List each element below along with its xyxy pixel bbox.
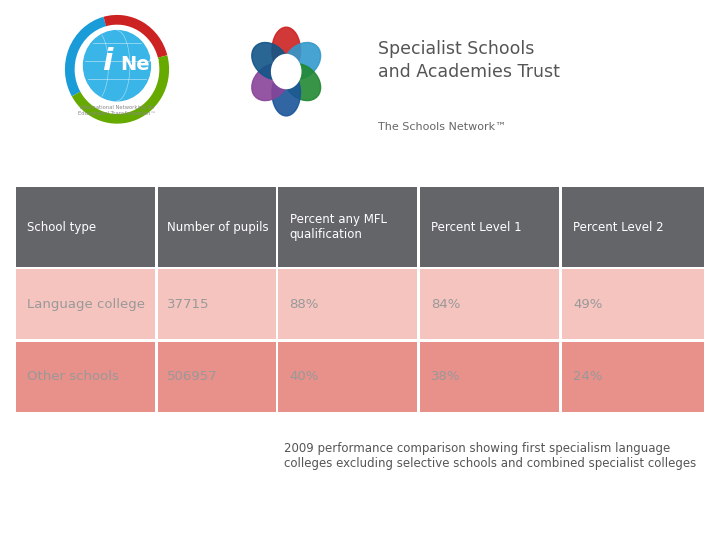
Text: International Networking for
Educational Transformation™: International Networking for Educational… <box>78 105 156 116</box>
Bar <box>562 187 704 267</box>
Text: Percent Level 1: Percent Level 1 <box>431 221 522 234</box>
Bar <box>158 187 276 267</box>
Bar <box>562 342 704 412</box>
Text: 24%: 24% <box>573 370 603 383</box>
Text: 506957: 506957 <box>167 370 217 383</box>
Text: Number of pupils: Number of pupils <box>167 221 269 234</box>
Circle shape <box>84 31 150 101</box>
Text: 84%: 84% <box>431 298 461 310</box>
Text: Percent Level 2: Percent Level 2 <box>573 221 664 234</box>
Bar <box>158 342 276 412</box>
Text: 38%: 38% <box>431 370 461 383</box>
Text: School type: School type <box>27 221 96 234</box>
Text: 2009 performance comparison showing first specialism language
colleges excluding: 2009 performance comparison showing firs… <box>284 442 697 470</box>
Ellipse shape <box>252 64 289 100</box>
Ellipse shape <box>252 43 289 79</box>
Text: 49%: 49% <box>573 298 603 310</box>
Bar <box>158 269 276 340</box>
Text: 40%: 40% <box>289 370 319 383</box>
Bar <box>279 269 418 340</box>
Bar <box>279 187 418 267</box>
Ellipse shape <box>272 27 300 74</box>
Bar <box>16 187 155 267</box>
Bar <box>420 187 559 267</box>
Bar <box>16 269 155 340</box>
Circle shape <box>271 55 301 89</box>
Text: Net: Net <box>120 55 159 75</box>
Bar <box>420 342 559 412</box>
Bar <box>279 342 418 412</box>
Text: Other schools: Other schools <box>27 370 119 383</box>
Text: Specialist Schools
and Academies Trust: Specialist Schools and Academies Trust <box>378 40 560 80</box>
Text: i: i <box>102 46 113 76</box>
Ellipse shape <box>283 43 320 79</box>
Bar <box>16 342 155 412</box>
Bar <box>562 269 704 340</box>
Text: The Schools Network™: The Schools Network™ <box>378 122 506 132</box>
Text: Language college: Language college <box>27 298 145 310</box>
Bar <box>420 269 559 340</box>
Ellipse shape <box>283 64 320 100</box>
Text: 88%: 88% <box>289 298 319 310</box>
Text: 37715: 37715 <box>167 298 210 310</box>
Text: Percent any MFL
qualification: Percent any MFL qualification <box>289 213 387 241</box>
Ellipse shape <box>272 69 300 116</box>
